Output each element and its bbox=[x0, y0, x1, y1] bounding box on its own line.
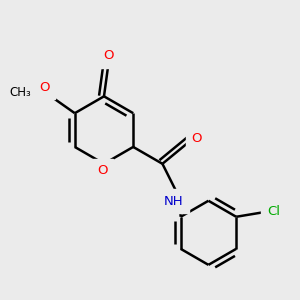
Text: O: O bbox=[103, 49, 114, 62]
Text: CH₃: CH₃ bbox=[9, 86, 31, 100]
Text: O: O bbox=[97, 164, 108, 177]
Text: O: O bbox=[191, 132, 202, 145]
Text: O: O bbox=[39, 81, 50, 94]
Text: methoxy: methoxy bbox=[25, 86, 32, 87]
Text: NH: NH bbox=[164, 195, 184, 208]
Text: Cl: Cl bbox=[267, 205, 280, 218]
